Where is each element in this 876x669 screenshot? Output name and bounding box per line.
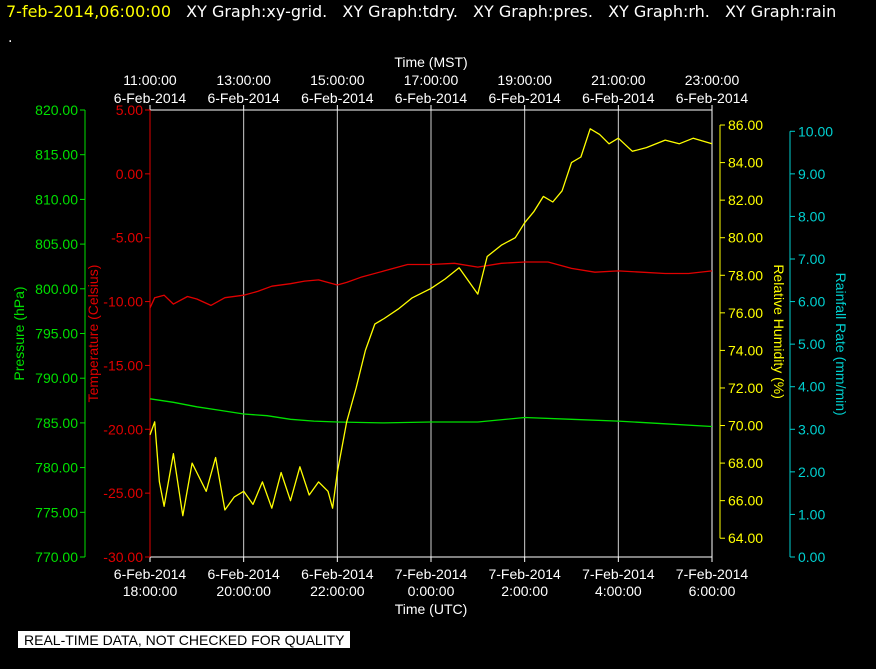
humidity-tick-label: 66.00 bbox=[728, 493, 763, 509]
series-line-tdry bbox=[149, 261, 713, 309]
header-timestamp: 7-feb-2014,06:00:00 bbox=[6, 2, 172, 21]
header-graph-xy-grid: XY Graph:xy-grid. bbox=[186, 2, 328, 21]
top-tick-time: 23:00:00 bbox=[685, 72, 740, 88]
humidity-tick-label: 68.00 bbox=[728, 455, 763, 471]
top-tick-time: 21:00:00 bbox=[591, 72, 646, 88]
top-tick-date: 6-Feb-2014 bbox=[488, 90, 561, 106]
temperature-tick-label: -10.00 bbox=[103, 294, 143, 310]
bottom-tick-date: 6-Feb-2014 bbox=[301, 566, 374, 582]
window-header: 7-feb-2014,06:00:00 XY Graph:xy-grid. XY… bbox=[6, 2, 836, 21]
humidity-tick-label: 74.00 bbox=[728, 342, 763, 358]
rain-tick-label: 5.00 bbox=[798, 336, 825, 352]
bottom-tick-time: 2:00:00 bbox=[501, 583, 548, 599]
header-graph-tdry: XY Graph:tdry. bbox=[342, 2, 458, 21]
bottom-axis-label: Time (UTC) bbox=[395, 601, 468, 617]
bottom-tick-date: 7-Feb-2014 bbox=[395, 566, 468, 582]
bottom-tick-time: 0:00:00 bbox=[408, 583, 455, 599]
temperature-tick-label: -15.00 bbox=[103, 357, 143, 373]
temperature-axis-label: Temperature (Celsius) bbox=[85, 265, 101, 403]
rain-tick-label: 4.00 bbox=[798, 379, 825, 395]
top-tick-date: 6-Feb-2014 bbox=[301, 90, 374, 106]
humidity-tick-label: 86.00 bbox=[728, 117, 763, 133]
bottom-tick-date: 7-Feb-2014 bbox=[582, 566, 655, 582]
rain-axis-label: Rainfall Rate (mm/min) bbox=[833, 273, 849, 416]
quality-notice: REAL-TIME DATA, NOT CHECKED FOR QUALITY bbox=[18, 631, 351, 648]
temperature-tick-label: 0.00 bbox=[116, 166, 143, 182]
top-tick-date: 6-Feb-2014 bbox=[114, 90, 187, 106]
top-axis-label: Time (MST) bbox=[394, 54, 467, 70]
bottom-tick-date: 7-Feb-2014 bbox=[676, 566, 749, 582]
temperature-tick-label: -30.00 bbox=[103, 549, 143, 565]
series-line-rh bbox=[149, 128, 713, 517]
series-line-pres bbox=[149, 398, 713, 428]
pressure-tick-label: 800.00 bbox=[35, 281, 78, 297]
top-tick-date: 6-Feb-2014 bbox=[207, 90, 280, 106]
bottom-tick-date: 7-Feb-2014 bbox=[488, 566, 561, 582]
top-tick-time: 11:00:00 bbox=[123, 72, 177, 88]
rain-tick-label: 8.00 bbox=[798, 208, 825, 224]
humidity-tick-label: 78.00 bbox=[728, 267, 763, 283]
humidity-tick-label: 80.00 bbox=[728, 230, 763, 246]
top-tick-date: 6-Feb-2014 bbox=[395, 90, 468, 106]
bottom-tick-date: 6-Feb-2014 bbox=[114, 566, 187, 582]
rain-tick-label: 10.00 bbox=[798, 123, 833, 139]
rain-tick-label: 1.00 bbox=[798, 506, 825, 522]
top-tick-date: 6-Feb-2014 bbox=[676, 90, 749, 106]
bottom-tick-time: 18:00:00 bbox=[123, 583, 178, 599]
humidity-tick-label: 76.00 bbox=[728, 305, 763, 321]
pressure-tick-label: 815.00 bbox=[35, 147, 78, 163]
humidity-tick-label: 82.00 bbox=[728, 192, 763, 208]
header-graph-rain: XY Graph:rain bbox=[724, 2, 837, 21]
bottom-tick-date: 6-Feb-2014 bbox=[207, 566, 280, 582]
pressure-tick-label: 780.00 bbox=[35, 460, 78, 476]
pressure-tick-label: 775.00 bbox=[35, 504, 78, 520]
series-lines bbox=[149, 128, 713, 517]
humidity-axis-label: Relative Humidity (%) bbox=[771, 264, 787, 399]
rain-tick-label: 6.00 bbox=[798, 294, 825, 310]
rain-tick-label: 3.00 bbox=[798, 421, 825, 437]
rain-tick-label: 9.00 bbox=[798, 166, 825, 182]
pressure-tick-label: 770.00 bbox=[35, 549, 78, 565]
top-tick-time: 13:00:00 bbox=[216, 72, 271, 88]
grid-lines bbox=[243, 110, 619, 557]
pressure-tick-label: 805.00 bbox=[35, 236, 78, 252]
bottom-tick-time: 20:00:00 bbox=[216, 583, 271, 599]
humidity-tick-label: 70.00 bbox=[728, 418, 763, 434]
rain-tick-label: 0.00 bbox=[798, 549, 825, 565]
pressure-axis-label: Pressure (hPa) bbox=[11, 286, 27, 380]
pressure-tick-label: 795.00 bbox=[35, 326, 78, 342]
temperature-tick-label: -20.00 bbox=[103, 421, 143, 437]
temperature-tick-label: -5.00 bbox=[111, 230, 143, 246]
axes: 11:00:00 6-Feb-2014 13:00:00 6-Feb-2014 15:0… bbox=[11, 54, 849, 617]
rain-tick-label: 7.00 bbox=[798, 251, 825, 267]
rain-tick-label: 2.00 bbox=[798, 464, 825, 480]
pressure-tick-label: 790.00 bbox=[35, 370, 78, 386]
top-tick-date: 6-Feb-2014 bbox=[582, 90, 655, 106]
top-tick-time: 19:00:00 bbox=[497, 72, 552, 88]
temperature-tick-label: -25.00 bbox=[103, 485, 143, 501]
temperature-tick-label: 5.00 bbox=[116, 102, 143, 118]
header-graph-rh: XY Graph:rh. bbox=[608, 2, 710, 21]
pressure-tick-label: 820.00 bbox=[35, 102, 78, 118]
humidity-tick-label: 84.00 bbox=[728, 155, 763, 171]
header-line-2: . bbox=[8, 30, 13, 46]
top-tick-time: 15:00:00 bbox=[310, 72, 365, 88]
bottom-tick-time: 22:00:00 bbox=[310, 583, 365, 599]
header-graph-pres: XY Graph:pres. bbox=[473, 2, 593, 21]
top-tick-time: 17:00:00 bbox=[404, 72, 459, 88]
bottom-tick-time: 6:00:00 bbox=[689, 583, 736, 599]
bottom-tick-time: 4:00:00 bbox=[595, 583, 642, 599]
pressure-tick-label: 785.00 bbox=[35, 415, 78, 431]
humidity-tick-label: 72.00 bbox=[728, 380, 763, 396]
humidity-tick-label: 64.00 bbox=[728, 530, 763, 546]
pressure-tick-label: 810.00 bbox=[35, 191, 78, 207]
